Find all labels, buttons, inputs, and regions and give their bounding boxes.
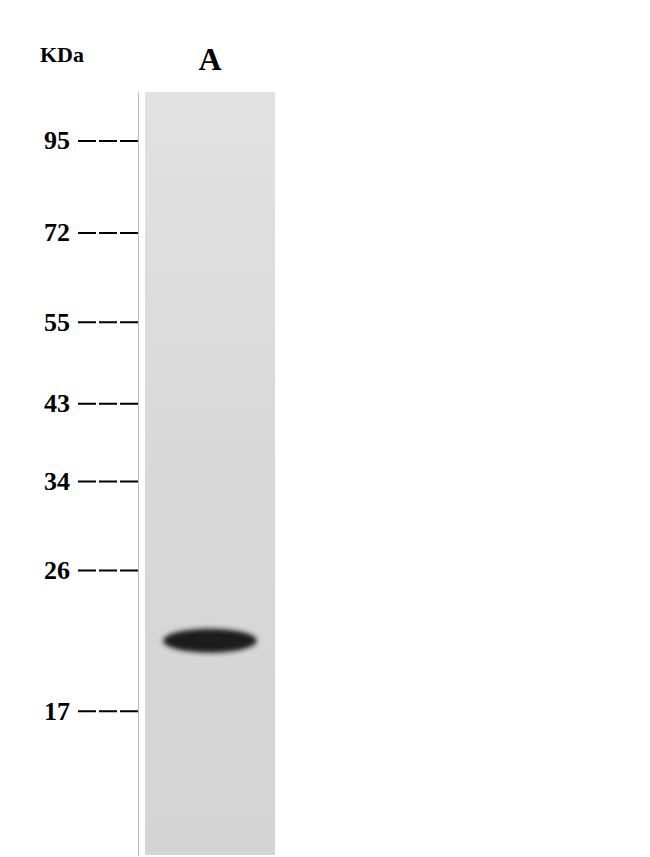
tick: 95 bbox=[44, 126, 138, 155]
marker-axis: 17 26 34 43 55 72 95 bbox=[44, 93, 139, 856]
tick-label: 95 bbox=[44, 126, 70, 155]
lane-axis: A bbox=[198, 41, 221, 77]
tick-mark bbox=[78, 569, 138, 571]
tick: 72 bbox=[44, 218, 138, 247]
tick-label: 17 bbox=[44, 697, 70, 726]
lane bbox=[145, 92, 275, 855]
tick: 26 bbox=[44, 556, 138, 585]
tick: 55 bbox=[44, 308, 138, 337]
band bbox=[163, 629, 257, 653]
tick-mark bbox=[78, 481, 138, 483]
tick-mark bbox=[78, 232, 138, 234]
tick-label: 55 bbox=[44, 308, 70, 337]
tick: 43 bbox=[44, 389, 138, 418]
lane-tick: A bbox=[198, 41, 221, 77]
tick-mark bbox=[78, 710, 138, 712]
tick: 17 bbox=[44, 697, 138, 726]
tick-label: 34 bbox=[44, 467, 70, 496]
bands bbox=[163, 629, 257, 653]
tick-label: 26 bbox=[44, 556, 70, 585]
tick-mark bbox=[78, 321, 138, 323]
tick-label: 43 bbox=[44, 389, 70, 418]
axis-line bbox=[138, 93, 139, 856]
tick: 34 bbox=[44, 467, 138, 496]
axis-title: KDa bbox=[40, 42, 84, 67]
tick-mark bbox=[78, 140, 138, 142]
lane-label: A bbox=[198, 41, 221, 77]
tick-label: 72 bbox=[44, 218, 70, 247]
tick-mark bbox=[78, 403, 138, 405]
blot-figure: 17 26 34 43 55 72 95 KDa A bbox=[0, 0, 650, 857]
